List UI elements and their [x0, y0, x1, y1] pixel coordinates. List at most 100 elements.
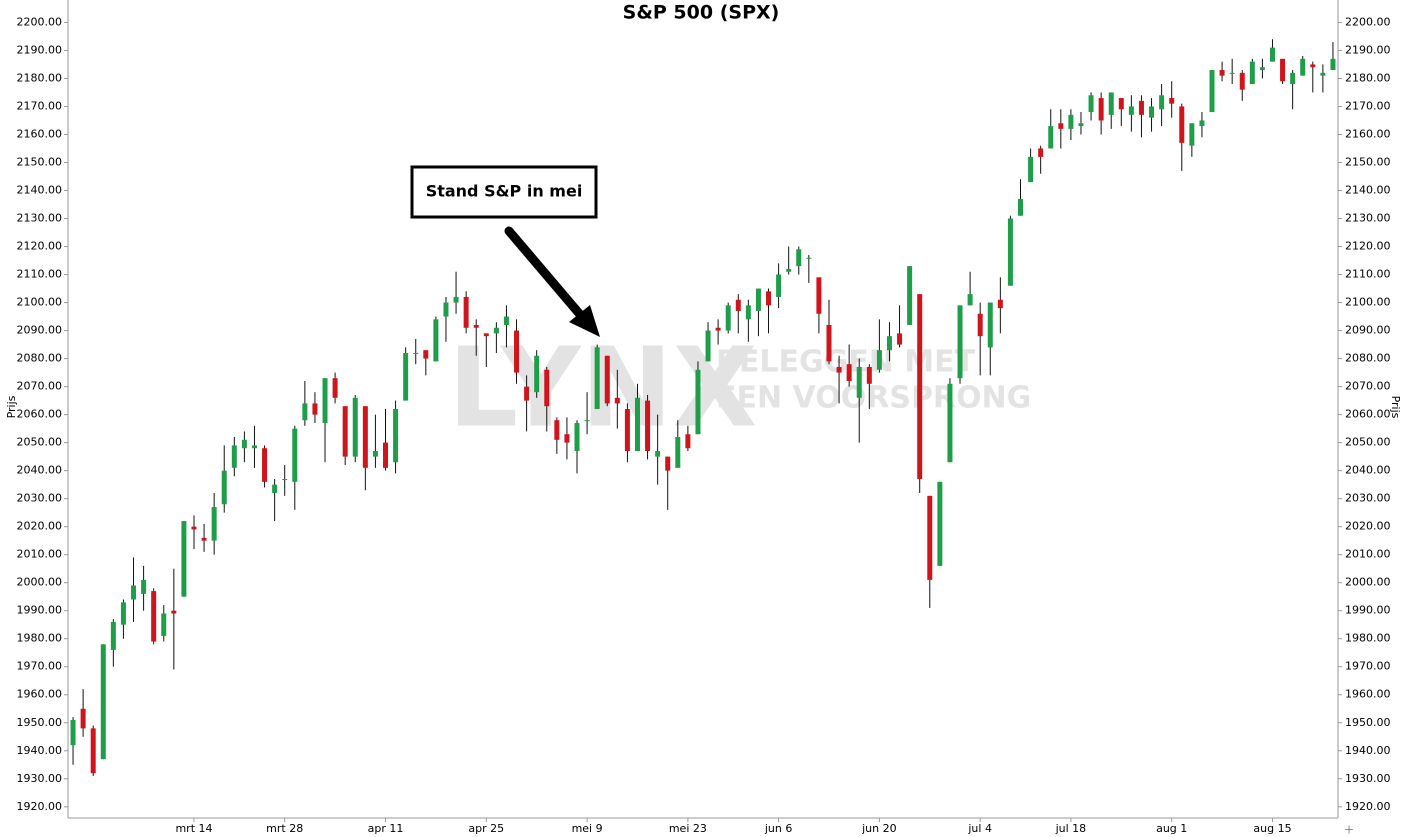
candle-body — [826, 324, 832, 362]
annotation: Stand S&P in mei — [410, 165, 600, 337]
candle-body — [201, 537, 207, 541]
y-tick-label: 2040.00 — [17, 464, 63, 477]
candle-body — [675, 437, 681, 468]
candle-body — [1269, 47, 1275, 62]
candle-body — [1330, 58, 1336, 71]
candle-body — [312, 403, 318, 415]
candle-body — [322, 378, 328, 424]
y-tick-label: 2120.00 — [17, 240, 63, 253]
candle-body — [1209, 70, 1215, 113]
candle-body — [1048, 126, 1054, 149]
y-tick-label: 2190.00 — [17, 43, 63, 56]
y-tick-label: 1960.00 — [17, 688, 63, 701]
y-tick-label: 2160.00 — [17, 127, 63, 140]
x-tick-label: jun 20 — [861, 822, 897, 835]
y-tick-label: 2020.00 — [17, 520, 63, 533]
candle-body — [332, 378, 338, 398]
y-tick-label: 2070.00 — [1345, 380, 1391, 393]
candle-body — [1108, 92, 1114, 115]
y-tick-label: 1940.00 — [17, 744, 63, 757]
candle-body — [503, 316, 509, 325]
candle-body — [1068, 114, 1074, 129]
candle-body — [241, 439, 247, 449]
y-tick-label: 2000.00 — [1345, 576, 1391, 589]
candle-body — [634, 397, 640, 452]
x-tick-label: apr 25 — [468, 822, 504, 835]
watermark-line: EEN VOORSPRONG — [716, 381, 1031, 416]
candle-body — [604, 355, 610, 404]
candle-body — [997, 299, 1003, 309]
candle-body — [866, 366, 872, 384]
x-tick-label: jul 4 — [967, 822, 992, 835]
candle-body — [645, 400, 651, 452]
x-tick-label: aug 15 — [1253, 822, 1291, 835]
candle-body — [796, 249, 802, 267]
candle-body — [362, 406, 368, 468]
candle-body — [665, 456, 671, 471]
y-tick-label: 1920.00 — [1345, 800, 1391, 813]
y-tick-label: 2150.00 — [17, 155, 63, 168]
candle-body — [897, 333, 903, 345]
candle-body — [1290, 72, 1296, 85]
candle-body — [110, 621, 116, 650]
candle-body — [1320, 72, 1326, 76]
y-tick-label: 2060.00 — [1345, 408, 1391, 421]
candle-body — [191, 526, 197, 530]
candle-body — [584, 420, 590, 422]
candle-body — [907, 266, 913, 325]
y-tick-label: 1940.00 — [1345, 744, 1391, 757]
candle-body — [1078, 123, 1084, 127]
candle-body — [1239, 72, 1245, 90]
y-tick-label: 2090.00 — [1345, 324, 1391, 337]
annotation-arrow — [504, 226, 588, 323]
candle-body — [564, 434, 570, 443]
candle-body — [90, 728, 96, 774]
candle-body — [755, 288, 761, 311]
candle-body — [937, 481, 943, 566]
y-tick-label: 2110.00 — [17, 268, 63, 281]
y-tick-label: 2110.00 — [1345, 268, 1391, 281]
candle-body — [1128, 106, 1134, 115]
candle-body — [262, 448, 268, 482]
candle-body — [1038, 148, 1044, 157]
y-tick-label: 2010.00 — [17, 548, 63, 561]
x-tick-label: jul 18 — [1055, 822, 1087, 835]
candle-body — [1259, 67, 1265, 71]
candle-body — [483, 333, 489, 337]
candle-body — [1138, 100, 1144, 115]
y-tick-label: 2200.00 — [17, 15, 63, 28]
x-tick-label: mrt 28 — [266, 822, 303, 835]
candle-body — [302, 403, 308, 421]
candle-body — [725, 305, 731, 331]
y-tick-label: 1970.00 — [17, 660, 63, 673]
candle-body — [151, 591, 157, 642]
x-tick-label: jun 6 — [764, 822, 793, 835]
y-tick-label: 1960.00 — [1345, 688, 1391, 701]
annotation-arrowhead — [569, 305, 600, 337]
y-tick-label: 2000.00 — [17, 576, 63, 589]
candle-body — [806, 257, 812, 259]
candle-body — [292, 428, 298, 482]
candle-body — [1280, 58, 1286, 82]
candle-body — [131, 585, 137, 600]
y-tick-label: 2160.00 — [1345, 127, 1391, 140]
y-tick-label: 1980.00 — [17, 632, 63, 645]
y-tick-label: 2030.00 — [17, 492, 63, 505]
y-tick-label: 2170.00 — [1345, 99, 1391, 112]
y-axis-label: Prijs — [5, 395, 18, 418]
y-tick-label: 2120.00 — [1345, 240, 1391, 253]
candle-body — [453, 296, 459, 303]
candle-body — [786, 268, 792, 272]
candle-body — [977, 313, 983, 337]
candle-body — [1169, 98, 1175, 104]
candle-body — [352, 397, 358, 457]
candle-body — [171, 610, 177, 614]
candle-body — [947, 383, 953, 463]
y-tick-label: 2060.00 — [17, 408, 63, 421]
candle-body — [1098, 98, 1104, 121]
y-tick-label: 2190.00 — [1345, 43, 1391, 56]
y-tick-label: 1950.00 — [1345, 716, 1391, 729]
y-tick-label: 2180.00 — [17, 71, 63, 84]
y-tick-label: 2200.00 — [1345, 15, 1391, 28]
